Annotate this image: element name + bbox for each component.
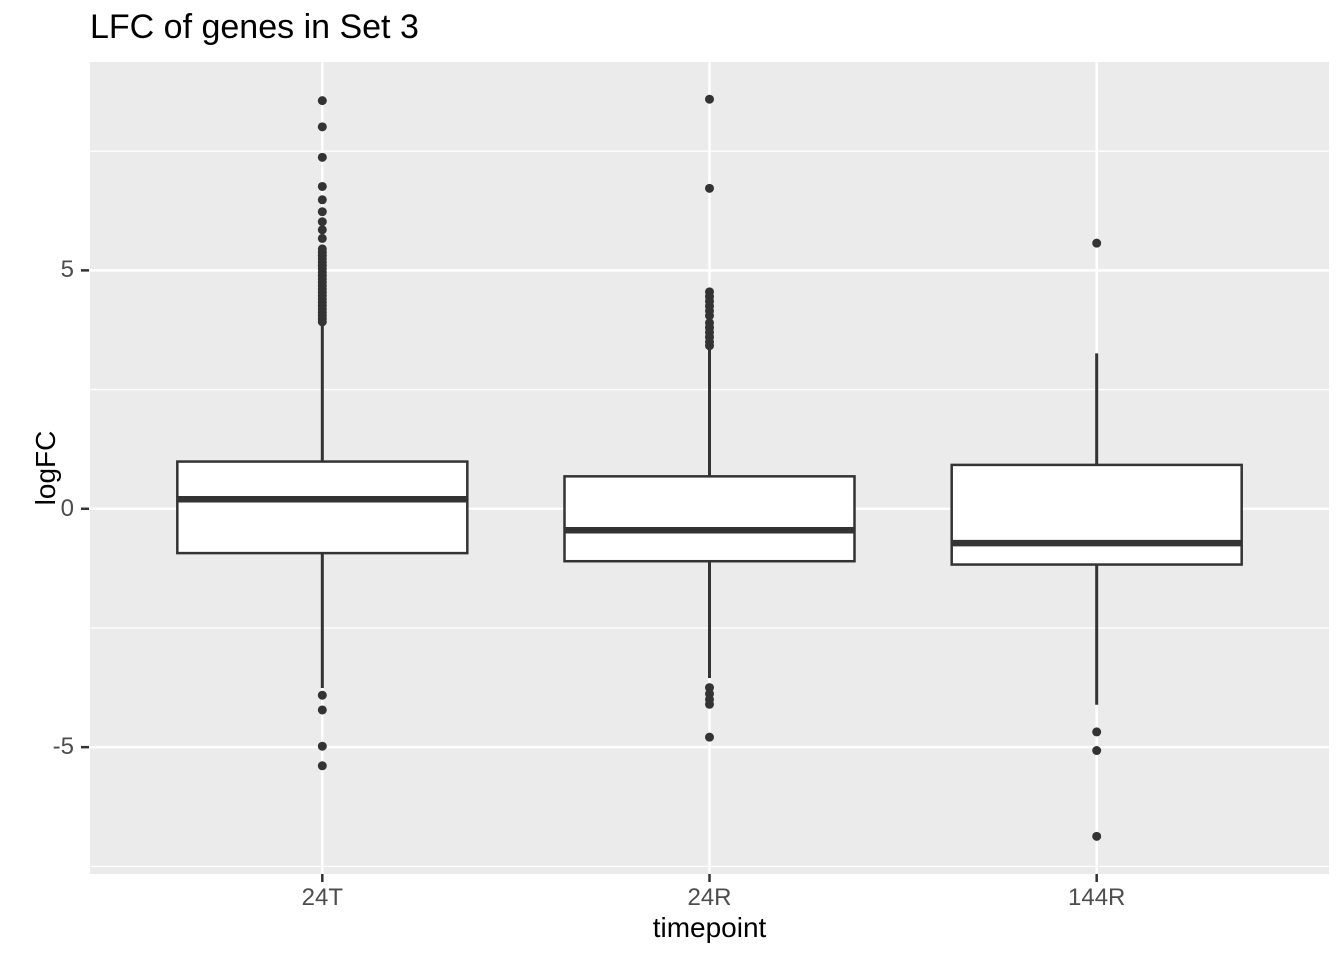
x-axis-title: timepoint — [652, 912, 767, 943]
outlier-point — [317, 741, 327, 751]
outlier-point — [1092, 238, 1102, 248]
outlier-point — [317, 207, 327, 217]
y-tick-label: 0 — [60, 494, 74, 522]
outlier-point — [705, 311, 714, 321]
chart-title: LFC of genes in Set 3 — [90, 8, 419, 46]
outlier-point — [317, 122, 327, 132]
y-tick-label: -5 — [52, 733, 74, 761]
outlier-point — [705, 94, 714, 104]
outlier-point — [317, 690, 327, 700]
outlier-point — [1092, 746, 1102, 756]
outlier-point — [705, 341, 714, 351]
outlier-point — [317, 152, 327, 162]
outlier-point — [317, 317, 327, 327]
outlier-point — [317, 195, 327, 205]
outlier-point — [705, 699, 714, 709]
x-tick-label: 24R — [687, 884, 732, 911]
y-tick-label: 5 — [60, 256, 74, 284]
box-iqr — [950, 463, 1243, 566]
outlier-point — [1092, 831, 1102, 841]
outlier-point — [705, 732, 714, 742]
box-iqr — [563, 475, 856, 563]
outlier-point — [317, 181, 327, 191]
x-tick-label: 24T — [301, 884, 343, 911]
box-iqr — [176, 460, 469, 555]
outlier-point — [1092, 727, 1102, 737]
outlier-point — [317, 761, 327, 771]
outlier-point — [705, 183, 714, 193]
outlier-point — [317, 217, 327, 227]
outlier-point — [317, 705, 327, 715]
outlier-point — [705, 683, 714, 693]
x-tick-label: 144R — [1068, 884, 1126, 911]
outlier-point — [317, 233, 327, 243]
outlier-point — [317, 96, 327, 106]
outlier-point — [317, 225, 327, 235]
